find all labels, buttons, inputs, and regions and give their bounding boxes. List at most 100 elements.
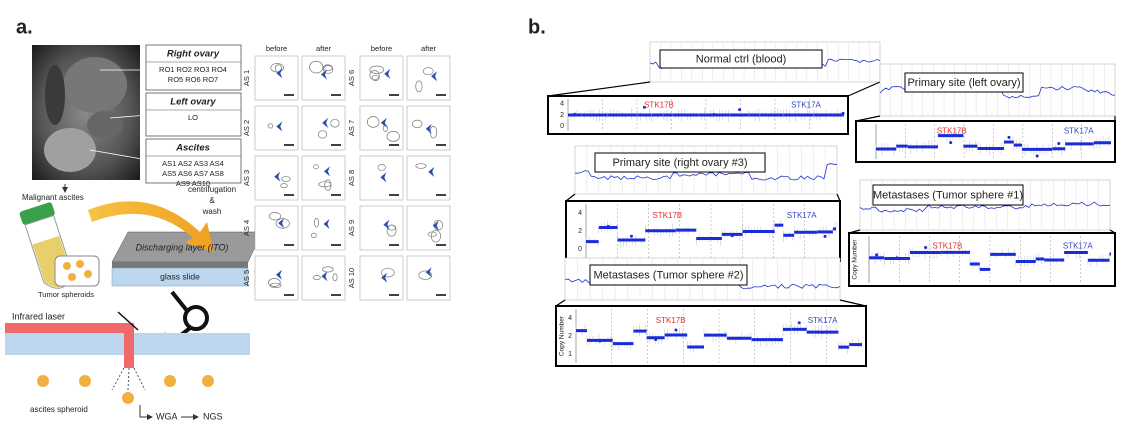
spheroid (269, 282, 282, 288)
zoom-frame (855, 120, 1116, 163)
arrowhead (278, 218, 285, 229)
connector (565, 193, 576, 202)
spheroid (380, 267, 395, 278)
y-tick-label: 4 (578, 210, 582, 217)
cell (359, 205, 404, 251)
y-tick-label: 4 (560, 100, 564, 107)
mri-image (32, 45, 149, 180)
outlier (823, 234, 827, 238)
site-title: Ascites (175, 143, 210, 154)
workflow-label: centrifugation (188, 185, 236, 194)
micrograph (359, 205, 404, 251)
outlier (642, 105, 646, 109)
workflow-label: ascites spheroid (30, 405, 88, 414)
spheroid (267, 123, 274, 129)
cell (254, 255, 299, 301)
row-label: AS 4 (242, 220, 251, 236)
spheroid (309, 60, 324, 74)
row-label: AS 1 (242, 70, 251, 86)
arrowhead (323, 166, 330, 177)
connector (836, 193, 841, 202)
arrowhead (274, 171, 281, 182)
spheroid (322, 266, 334, 273)
outlier (841, 111, 845, 115)
spheroid (427, 231, 437, 237)
spheroid (280, 183, 288, 189)
arrowhead (381, 272, 388, 283)
spheroid-inset (54, 255, 100, 287)
outlier (674, 328, 678, 332)
row-label: AS 7 (347, 120, 356, 136)
micrograph (301, 255, 346, 301)
outlier (797, 321, 801, 325)
micrograph (301, 205, 346, 251)
spheroid (415, 80, 423, 93)
zoom-plot (565, 200, 841, 262)
cell (359, 255, 404, 301)
gene-label: STK17A (787, 211, 817, 220)
cell (301, 155, 346, 201)
site-title: Right ovary (167, 49, 220, 60)
outlier (656, 113, 660, 117)
gene-label: STK17B (656, 316, 686, 325)
arrowhead (276, 68, 283, 79)
spheroid (430, 229, 441, 243)
site-items: LO (188, 113, 198, 122)
workflow-label: wash (202, 207, 222, 216)
micrograph (359, 255, 404, 301)
arrowhead (383, 219, 390, 230)
cell (406, 155, 451, 201)
zoom-plot (855, 120, 1116, 163)
arrowhead (425, 267, 432, 278)
micrograph (301, 155, 346, 201)
arrowhead (320, 69, 327, 80)
panel-label: a. (16, 16, 33, 38)
y-tick-label: 2 (560, 112, 564, 119)
spheroid (275, 218, 290, 229)
workflow-label: Discharging layer (ITO) (136, 242, 229, 252)
outlier (638, 329, 642, 333)
connector (847, 81, 881, 97)
micrograph (406, 205, 451, 251)
y-tick-label: 1 (568, 351, 572, 358)
process-arrow (88, 201, 214, 252)
gene-label: STK17A (808, 316, 838, 325)
sample-name: Primary site (left ovary) (907, 77, 1020, 89)
sample-name: Metastases (Tumor sphere #2) (594, 269, 744, 281)
site-items: AS9 AS10 (176, 179, 210, 188)
micrograph (301, 105, 346, 151)
micrograph (359, 105, 404, 151)
spheroid (411, 119, 423, 129)
gene-label: STK17B (937, 126, 967, 135)
micrograph (301, 55, 346, 101)
sample-box (589, 264, 748, 286)
y-tick-label: 4 (568, 315, 572, 322)
y-tick-label: 0 (560, 123, 564, 130)
outlier (1057, 141, 1061, 145)
cell (359, 55, 404, 101)
gene-label: STK17A (1064, 126, 1094, 135)
site-box (145, 44, 242, 91)
workflow-label: & (209, 196, 215, 205)
arrowhead (380, 172, 387, 183)
cell (301, 105, 346, 151)
y-tick-label: 2 (568, 333, 572, 340)
arrowhead (428, 166, 435, 177)
spheroid (322, 65, 334, 74)
gene-label: STK17B (644, 101, 674, 110)
row-label: AS 6 (347, 70, 356, 86)
outlier (1035, 154, 1039, 158)
row-label: AS 10 (347, 268, 356, 288)
micrograph (406, 155, 451, 201)
spheroid (371, 75, 380, 81)
cell (301, 205, 346, 251)
gene-label: STK17B (652, 211, 682, 220)
arrowhead (275, 269, 282, 280)
sample-box (594, 152, 766, 173)
cell (406, 55, 451, 101)
outlier (629, 234, 633, 238)
y-axis-label: Copy Number (852, 239, 859, 280)
outlier (949, 141, 953, 145)
column-header: after (421, 44, 437, 53)
arrowhead (431, 71, 438, 82)
